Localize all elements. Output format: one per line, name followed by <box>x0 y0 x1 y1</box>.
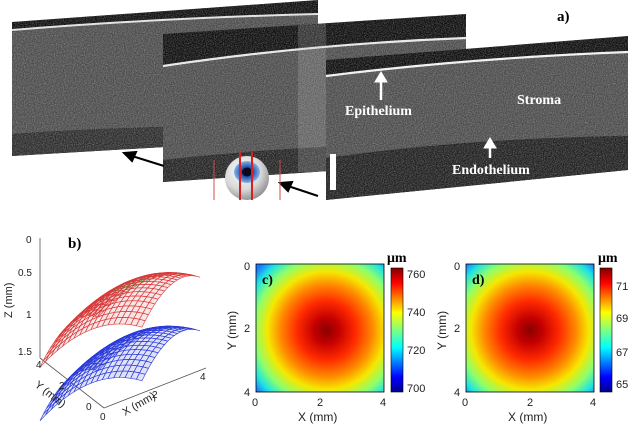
posterior-surface <box>39 325 201 422</box>
epithelium-arrow <box>374 71 388 100</box>
d-cbar-tick-2: 67 <box>616 347 628 359</box>
oct-slice-front <box>326 36 628 200</box>
slice-arrow-right <box>277 180 319 197</box>
d-cbar-tick-0: 71 <box>616 281 628 293</box>
c-ytick-2: 0 <box>244 261 250 273</box>
mesh-cell <box>135 372 146 382</box>
d-ytick-1: 2 <box>454 323 460 335</box>
d-ytick-0: 4 <box>454 387 460 399</box>
c-colorbar <box>390 267 404 393</box>
x-tick-1: 2 <box>152 390 158 401</box>
c-xtick-1: 2 <box>317 397 323 409</box>
panel-c-tag: c) <box>262 273 273 288</box>
panel-b: b) 0 0.5 1 1.5 Z (mm) 0 2 4 Y (mm) 0 2 4… <box>3 235 207 423</box>
c-cbar-tick-2: 720 <box>407 345 425 357</box>
panel-a-tag: a) <box>557 9 570 25</box>
stroma-label: Stroma <box>517 93 561 108</box>
anterior-surface <box>39 272 201 368</box>
z-tick-3: 1.5 <box>18 347 32 358</box>
c-heatmap <box>256 264 384 392</box>
z-tick-2: 1 <box>26 310 32 321</box>
panel-d: d) 4 2 0 0 2 4 X (mm) Y (mm) μm 71 69 67… <box>435 251 628 424</box>
d-xtick-0: 0 <box>462 397 468 409</box>
mesh-cell <box>135 318 146 328</box>
c-cbar-unit: μm <box>387 251 407 266</box>
c-xtick-2: 4 <box>380 397 386 409</box>
mesh-cell <box>39 408 50 422</box>
scale-bar <box>330 154 336 190</box>
z-tick-1: 0.5 <box>18 268 32 279</box>
c-xtick-0: 0 <box>252 397 258 409</box>
epithelium-label: Epithelium <box>345 104 412 119</box>
d-xtick-1: 2 <box>527 397 533 409</box>
y-tick-2: 4 <box>36 360 42 371</box>
eye-scan-icon <box>213 152 281 200</box>
d-ytick-2: 0 <box>454 261 460 273</box>
slice-arrow-left <box>121 150 165 167</box>
c-cbar-tick-3: 700 <box>407 383 425 395</box>
d-heatmap <box>466 264 594 392</box>
endothelium-arrow <box>483 137 497 158</box>
panel-d-tag: d) <box>472 273 485 288</box>
c-ytick-0: 4 <box>244 387 250 399</box>
d-ylabel: Y (mm) <box>435 311 449 350</box>
z-axis-label: Z (mm) <box>3 283 15 318</box>
c-cbar-tick-0: 760 <box>407 269 425 281</box>
endothelium-label: Endothelium <box>452 163 530 178</box>
d-cbar-unit: μm <box>598 251 618 266</box>
panel-a: a) Epithelium Stroma Endothelium <box>12 0 628 200</box>
d-cbar-tick-1: 69 <box>616 313 628 325</box>
b-axes <box>39 238 207 409</box>
d-colorbar <box>599 267 613 393</box>
c-cbar-tick-1: 740 <box>407 307 425 319</box>
y-tick-0: 0 <box>86 402 92 413</box>
d-cbar-tick-3: 65 <box>616 379 628 391</box>
d-xlabel: X (mm) <box>508 410 547 424</box>
z-tick-0: 0 <box>26 235 32 246</box>
x-tick-2: 4 <box>200 372 206 383</box>
c-ytick-1: 2 <box>244 323 250 335</box>
c-xlabel: X (mm) <box>298 410 337 424</box>
panel-c: c) 4 2 0 0 2 4 X (mm) Y (mm) μm 760 740 … <box>225 251 425 424</box>
x-tick-0: 0 <box>100 412 106 423</box>
y-tick-1: 2 <box>59 381 65 392</box>
panel-b-tag: b) <box>68 236 81 252</box>
c-ylabel: Y (mm) <box>225 311 239 350</box>
d-xtick-2: 4 <box>590 397 596 409</box>
